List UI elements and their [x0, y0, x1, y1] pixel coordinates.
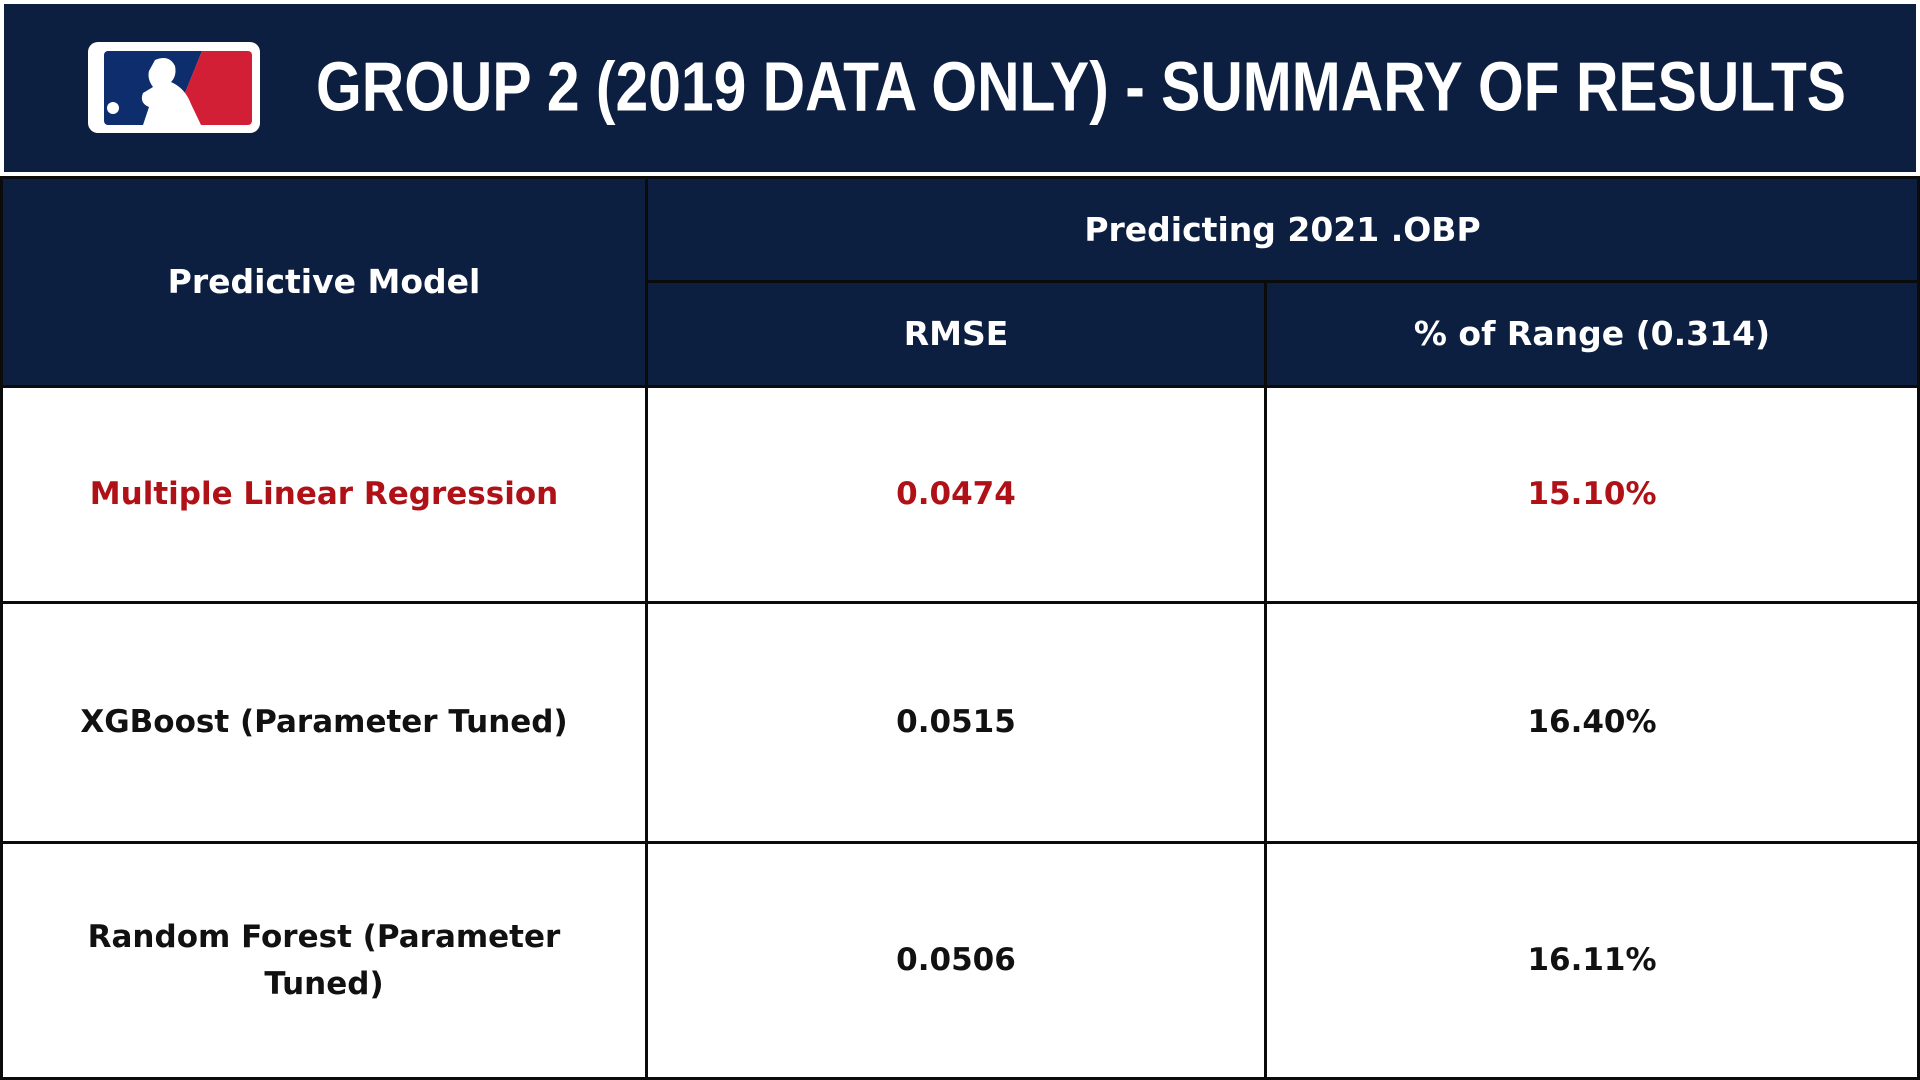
logo	[88, 42, 260, 133]
table-cell: 0.0515	[647, 604, 1265, 841]
table-cell: 0.0506	[647, 844, 1265, 1077]
table-cell: Random Forest (Parameter Tuned)	[3, 844, 645, 1077]
banner-graphics: GROUP 2 (2019 DATA ONLY) - SUMMARY OF RE…	[88, 42, 1846, 133]
header-cell: RMSE	[647, 283, 1265, 385]
banner-background	[4, 4, 1916, 172]
header-cell: % of Range (0.314)	[1267, 283, 1917, 385]
table-cell: 16.11%	[1267, 844, 1917, 1077]
table-cell: XGBoost (Parameter Tuned)	[3, 604, 645, 841]
table-cell: 0.0474	[647, 388, 1265, 601]
results-table: Predictive Model Predicting 2021 .OBP RM…	[0, 176, 1920, 1080]
table-cell: 15.10%	[1267, 388, 1917, 601]
title: GROUP 2 (2019 DATA ONLY) - SUMMARY OF RE…	[316, 47, 1846, 125]
banner: GROUP 2 (2019 DATA ONLY) - SUMMARY OF RE…	[0, 0, 1920, 174]
header-cell: Predicting 2021 .OBP	[647, 179, 1917, 280]
header-cell: Predictive Model	[3, 179, 645, 385]
table-cell: Multiple Linear Regression	[3, 388, 645, 601]
table-cell: 16.40%	[1267, 604, 1917, 841]
